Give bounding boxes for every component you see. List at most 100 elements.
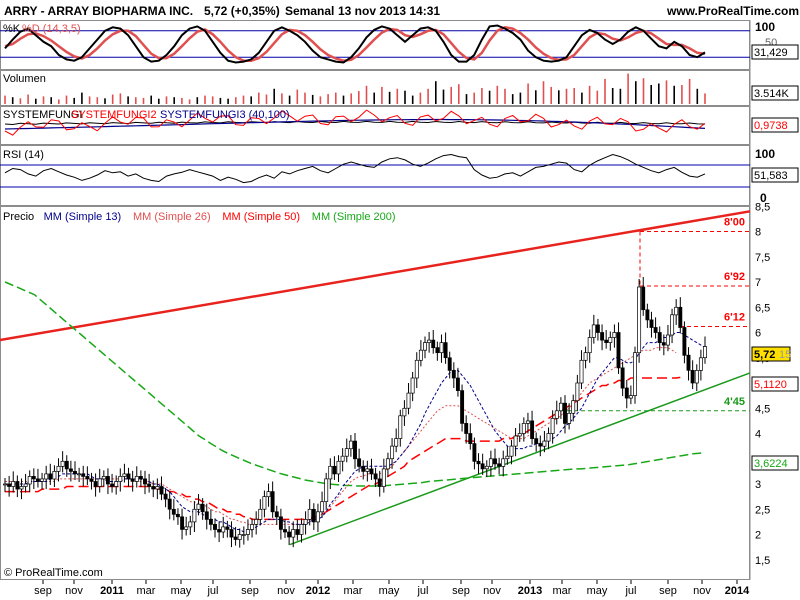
price-tick-label: 8,5 bbox=[755, 201, 770, 213]
price-candle-body bbox=[97, 478, 102, 487]
price-candle-body bbox=[460, 390, 465, 424]
price-tick-label: 4 bbox=[755, 429, 761, 441]
price-candle-body bbox=[208, 519, 213, 525]
time-axis-label: sep bbox=[452, 585, 470, 597]
price-candle-body bbox=[3, 483, 7, 486]
volume-bar bbox=[335, 92, 337, 104]
volume-bar bbox=[658, 83, 660, 104]
price-candle-body bbox=[612, 332, 617, 338]
price-candle-body bbox=[608, 337, 613, 343]
time-axis-label: nov bbox=[693, 585, 711, 597]
rsi-tick-0: 0 bbox=[760, 191, 767, 205]
price-candle-body bbox=[237, 534, 242, 540]
support-trendline bbox=[289, 372, 751, 546]
volume-bar bbox=[158, 98, 160, 104]
price-candle-body bbox=[110, 483, 115, 487]
price-candle-body bbox=[431, 339, 436, 349]
price-candle-body bbox=[682, 327, 687, 356]
price-candle-body bbox=[19, 486, 24, 490]
volume-bar bbox=[235, 97, 237, 104]
price-candle-body bbox=[550, 418, 555, 434]
price-tick-label: 7,5 bbox=[755, 252, 770, 264]
volume-bar bbox=[673, 85, 675, 104]
volume-bar bbox=[58, 99, 60, 104]
volume-bar bbox=[81, 92, 83, 104]
price-candle-body bbox=[287, 531, 292, 538]
price-candle-body bbox=[303, 519, 308, 525]
price-candle-body bbox=[241, 534, 246, 536]
volume-bar bbox=[296, 89, 299, 104]
rsi-line bbox=[4, 153, 706, 184]
price-candle-body bbox=[361, 465, 366, 472]
last-price-extra: 15 bbox=[779, 349, 791, 361]
volume-bar bbox=[681, 85, 683, 104]
price-candle-body bbox=[122, 473, 127, 477]
volume-bar bbox=[19, 98, 22, 104]
volume-bar bbox=[604, 78, 606, 104]
price-candle-body bbox=[447, 357, 452, 371]
price-candle-body bbox=[394, 438, 399, 447]
volume-bar bbox=[27, 94, 29, 104]
price-legend-2: MM (Simple 26) bbox=[133, 211, 211, 223]
price-candle-body bbox=[513, 435, 518, 447]
price-candle-body bbox=[254, 519, 259, 525]
price-candle-body bbox=[105, 476, 110, 485]
price-candle-body bbox=[101, 476, 106, 480]
price-candle-body bbox=[435, 347, 440, 354]
price-tick-label: 7 bbox=[755, 277, 761, 289]
price-candle-body bbox=[369, 468, 374, 475]
price-candle-body bbox=[517, 433, 522, 437]
price-candle-body bbox=[398, 415, 403, 439]
time-axis-label: sep bbox=[34, 585, 52, 597]
site-url[interactable]: www.ProRealTime.com bbox=[667, 4, 800, 18]
price-candle-body bbox=[674, 306, 679, 316]
volume-bar bbox=[173, 97, 175, 104]
volume-bar bbox=[211, 96, 214, 104]
volume-bar bbox=[119, 93, 122, 104]
price-candle-body bbox=[628, 395, 633, 399]
price-candle-body bbox=[583, 352, 588, 361]
price-candle-body bbox=[661, 342, 666, 346]
price-candle-body bbox=[505, 455, 510, 460]
time-axis-label: 2012 bbox=[306, 585, 330, 597]
price-candle-body bbox=[521, 423, 526, 434]
price-candle-body bbox=[484, 465, 489, 470]
volume-bar bbox=[642, 78, 645, 104]
price-candle-body bbox=[406, 392, 411, 409]
price-candle-body bbox=[575, 382, 580, 402]
price-candle-body bbox=[155, 486, 160, 490]
volume-bar bbox=[496, 85, 499, 104]
price-candle-body bbox=[357, 458, 362, 467]
stoch-tick-100: 100 bbox=[755, 20, 775, 34]
price-candle-body bbox=[497, 463, 502, 467]
price-candle-body bbox=[266, 491, 271, 498]
price-candle-body bbox=[534, 438, 539, 445]
price-candle-body bbox=[44, 473, 49, 480]
price-candle-body bbox=[686, 354, 691, 371]
time-axis-label: 2014 bbox=[725, 585, 750, 597]
price-candle-body bbox=[591, 324, 596, 338]
last-quote: 5,72 (+0,35%) bbox=[204, 4, 280, 18]
volume-bar bbox=[281, 93, 283, 104]
price-candle-body bbox=[274, 511, 279, 518]
stoch-d-line bbox=[4, 26, 706, 62]
price-legend-4: MM (Simple 200) bbox=[312, 211, 396, 223]
volume-bar bbox=[127, 96, 129, 104]
price-candle-body bbox=[7, 483, 12, 487]
volume-bar bbox=[481, 88, 483, 104]
price-candle-body bbox=[11, 481, 16, 487]
volume-bar bbox=[150, 95, 152, 104]
volume-bar bbox=[550, 86, 552, 104]
volume-bar bbox=[365, 85, 368, 104]
price-candle-body bbox=[542, 440, 547, 447]
quote-datetime: 13 nov 2013 14:31 bbox=[338, 4, 441, 18]
rsi-last-value: 51,583 bbox=[754, 170, 788, 182]
price-candle-body bbox=[134, 476, 139, 482]
price-candle-body bbox=[571, 400, 576, 414]
volume-bar bbox=[65, 95, 68, 104]
price-legend-3: MM (Simple 50) bbox=[222, 211, 300, 223]
stoch-value-box bbox=[751, 44, 799, 60]
price-candle-body bbox=[579, 359, 584, 384]
price-candle-body bbox=[595, 324, 600, 333]
volume-bar bbox=[104, 98, 106, 104]
